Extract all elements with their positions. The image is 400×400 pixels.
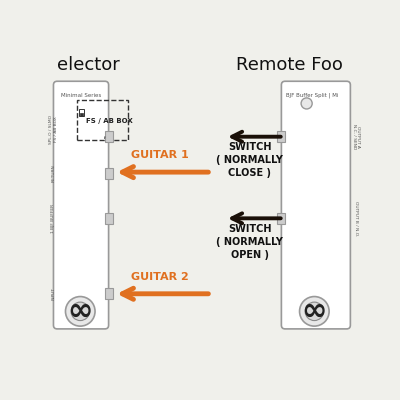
Text: elector: elector — [57, 56, 120, 74]
Text: OUTPUT A
N.C. / SEND: OUTPUT A N.C. / SEND — [352, 124, 360, 149]
Text: SWITCH
( NORMALLY
OPEN ): SWITCH ( NORMALLY OPEN ) — [216, 224, 283, 260]
Text: OUTPUT B / N.O.: OUTPUT B / N.O. — [354, 201, 358, 236]
Bar — [105, 131, 113, 142]
Bar — [105, 288, 113, 299]
Bar — [80, 113, 83, 116]
FancyBboxPatch shape — [281, 81, 350, 329]
Bar — [77, 100, 128, 140]
Text: ∞: ∞ — [68, 297, 93, 326]
Circle shape — [71, 302, 90, 320]
Text: BJF Buffer Split | Mi: BJF Buffer Split | Mi — [286, 93, 338, 98]
Circle shape — [66, 296, 95, 326]
Text: RETURN: RETURN — [52, 164, 56, 182]
Text: Remote Foo: Remote Foo — [236, 56, 343, 74]
Text: 1 BJF BUFFER: 1 BJF BUFFER — [52, 204, 56, 233]
Text: Minimal Series: Minimal Series — [61, 93, 102, 98]
Bar — [105, 213, 113, 224]
Text: ∞: ∞ — [302, 297, 327, 326]
Text: SWITCH
( NORMALLY
CLOSE ): SWITCH ( NORMALLY CLOSE ) — [216, 142, 283, 178]
Bar — [277, 131, 285, 142]
Bar — [277, 213, 285, 224]
Text: GUITAR 2: GUITAR 2 — [132, 272, 189, 282]
Circle shape — [301, 98, 312, 109]
Bar — [105, 168, 113, 179]
FancyBboxPatch shape — [54, 81, 108, 329]
Circle shape — [305, 302, 324, 320]
Text: GUITAR 1: GUITAR 1 — [132, 150, 189, 160]
Text: INPUT: INPUT — [52, 287, 56, 300]
Bar — [79, 109, 84, 116]
Text: FS / AB BOX: FS / AB BOX — [86, 118, 133, 124]
Circle shape — [300, 296, 329, 326]
Text: SPL.O / SLMO
FS / AB BOX: SPL.O / SLMO FS / AB BOX — [49, 115, 58, 144]
